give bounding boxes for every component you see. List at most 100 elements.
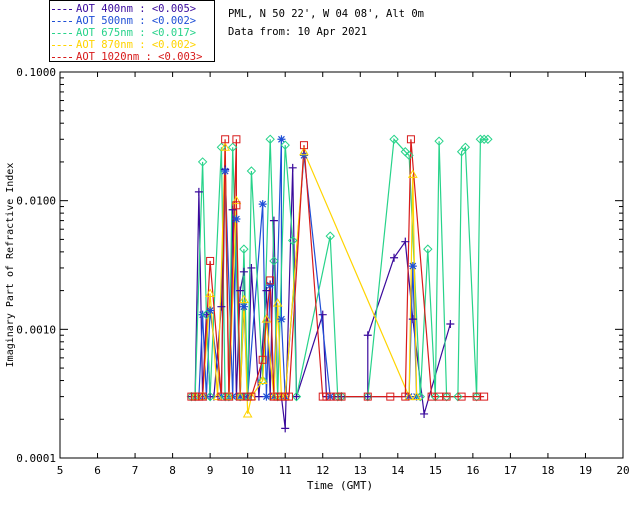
legend: AOT 400nm : <0.005> AOT 500nm : <0.002> … [49, 0, 215, 63]
data-point-1020 [406, 135, 415, 144]
data-point-400 [236, 286, 245, 295]
data-point-870 [407, 169, 418, 178]
data-point-675 [227, 142, 238, 152]
data-point-500 [221, 167, 230, 176]
legend-entry-500: AOT 500nm : <0.002> [52, 15, 196, 27]
data-point-500 [266, 281, 275, 290]
data-point-1020 [337, 392, 346, 401]
data-point-675 [475, 134, 486, 144]
data-point-400 [401, 237, 410, 246]
x-tick-label: 14 [391, 464, 405, 477]
legend-entry-675: AOT 675nm : <0.017> [52, 27, 196, 39]
legend-swatch-400 [52, 8, 72, 10]
x-tick-label: 20 [616, 464, 629, 477]
data-point-400 [446, 320, 455, 329]
data-point-500 [236, 392, 245, 401]
x-tick-label: 9 [207, 464, 214, 477]
data-point-870 [257, 375, 268, 385]
axis-ticks: 5 6 7 8 9 10 11 12 13 14 15 16 17 18 19 20 0.0001 0.0010 0… [16, 66, 629, 477]
data-point-675 [479, 134, 489, 144]
data-point-675 [201, 309, 212, 320]
data-point-675 [404, 150, 414, 161]
legend-swatch-1020 [52, 56, 72, 58]
data-point-675 [434, 136, 444, 146]
legend-entry-400: AOT 400nm : <0.005> [52, 3, 196, 15]
data-point-500 [239, 302, 248, 311]
data-point-400 [390, 253, 399, 262]
legend-swatch-870 [52, 44, 72, 46]
data-point-400 [318, 310, 327, 319]
data-point-1020 [442, 392, 451, 401]
data-point-870 [231, 195, 242, 205]
x-tick-label: 17 [504, 464, 517, 477]
legend-label-400: AOT 400nm : <0.005> [76, 3, 197, 15]
data-point-1020 [401, 392, 410, 401]
data-point-675 [287, 235, 298, 246]
data-point-870 [224, 391, 234, 401]
x-tick-label: 6 [94, 464, 101, 477]
data-point-675 [239, 244, 249, 254]
data-point-400 [239, 267, 248, 276]
date-info: Data from: 10 Apr 2021 [228, 26, 368, 38]
data-point-1020 [326, 392, 335, 401]
location-info: PML, N 50 22', W 04 08', Alt 0m [228, 8, 424, 20]
data-point-500 [232, 215, 241, 224]
data-point-675 [197, 157, 208, 167]
data-point-500 [277, 135, 286, 144]
x-tick-label: 13 [354, 464, 367, 477]
x-tick-label: 15 [429, 464, 442, 477]
data-point-1020 [232, 135, 241, 144]
data-point-870 [239, 294, 249, 304]
data-point-1020 [427, 392, 436, 401]
data-point-1020 [198, 392, 207, 401]
data-point-870 [272, 298, 283, 307]
data-point-500 [277, 315, 286, 324]
data-point-1020 [386, 392, 395, 401]
data-point-1020 [221, 135, 230, 144]
plot-frame [59, 71, 624, 459]
data-point-1020 [472, 392, 481, 401]
data-point-1020 [457, 392, 466, 401]
data-point-1020 [435, 392, 444, 401]
data-point-675 [389, 134, 399, 144]
x-tick-label: 12 [316, 464, 329, 477]
y-tick-label: 0.0100 [16, 195, 56, 208]
y-tick-label: 0.0010 [16, 323, 56, 336]
data-point-1020 [247, 392, 256, 401]
data-point-1020 [284, 392, 293, 401]
data-point-1020 [299, 141, 308, 150]
data-point-675 [246, 166, 257, 176]
y-tick-label: 0.0001 [16, 452, 56, 465]
data-point-675 [325, 231, 335, 241]
data-point-400 [217, 302, 226, 311]
legend-swatch-500 [52, 20, 72, 22]
x-tick-label: 11 [279, 464, 292, 477]
data-point-1020 [206, 256, 215, 265]
data-point-400 [363, 392, 372, 401]
data-point-1020 [232, 201, 241, 210]
legend-entry-1020: AOT 1020nm : <0.003> [52, 51, 202, 63]
data-point-1020 [480, 392, 489, 401]
data-point-870 [205, 288, 215, 297]
data-point-500 [262, 392, 271, 401]
data-point-675 [423, 244, 433, 254]
data-point-675 [460, 142, 471, 152]
legend-label-1020: AOT 1020nm : <0.003> [76, 51, 203, 63]
y-axis-label: Imaginary Part of Refractive Index [5, 163, 16, 368]
x-tick-label: 7 [132, 464, 139, 477]
data-point-870 [242, 408, 253, 418]
x-tick-label: 18 [541, 464, 554, 477]
data-point-870 [235, 391, 246, 401]
data-point-1020 [258, 355, 267, 364]
x-tick-label: 19 [579, 464, 592, 477]
data-point-1020 [266, 276, 275, 285]
x-tick-label: 10 [241, 464, 254, 477]
legend-entry-870: AOT 870nm : <0.002> [52, 39, 196, 51]
data-point-400 [292, 392, 301, 401]
data-point-870 [261, 314, 272, 323]
data-point-870 [220, 142, 231, 151]
legend-label-500: AOT 500nm : <0.002> [76, 15, 197, 27]
data-point-1020 [236, 392, 245, 401]
data-point-675 [269, 256, 279, 266]
legend-label-675: AOT 675nm : <0.017> [76, 27, 197, 39]
